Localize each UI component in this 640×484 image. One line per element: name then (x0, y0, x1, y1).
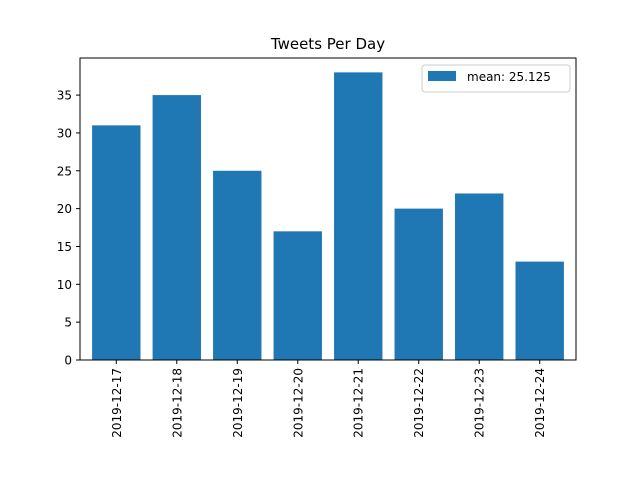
y-tick-label: 10 (57, 278, 72, 292)
legend-label: mean: 25.125 (467, 70, 551, 84)
legend-box (421, 64, 571, 93)
x-tick-label: 2019-12-24 (533, 368, 547, 438)
y-tick-label: 30 (57, 126, 72, 140)
bar-2019-12-21 (334, 72, 383, 360)
y-tick-label: 20 (57, 202, 72, 216)
legend: mean: 25.125 (421, 64, 571, 93)
y-tick-label: 0 (64, 354, 72, 368)
x-tick-label: 2019-12-20 (291, 368, 305, 438)
bar-2019-12-20 (273, 231, 322, 360)
y-tick-label: 25 (57, 164, 72, 178)
x-tick-label: 2019-12-23 (473, 368, 487, 438)
bar-2019-12-22 (394, 208, 443, 360)
plot-frame (79, 57, 577, 361)
x-axis: 2019-12-17 2019-12-18 2019-12-19 2019-12-20… (110, 360, 547, 438)
x-tick-label: 2019-12-22 (412, 368, 426, 438)
x-tick-label: 2019-12-18 (170, 368, 184, 438)
bar-2019-12-18 (152, 95, 201, 360)
x-tick-label: 2019-12-19 (231, 368, 245, 438)
x-tick-label: 2019-12-21 (352, 368, 366, 438)
y-tick-label: 15 (57, 240, 72, 254)
y-axis: 0 5 10 15 20 25 30 35 (57, 89, 80, 368)
chart-title: Tweets Per Day (270, 35, 385, 53)
bar-2019-12-23 (455, 193, 504, 360)
bar-2019-12-24 (515, 261, 564, 360)
y-tick-label: 35 (57, 89, 72, 103)
legend-swatch (428, 71, 456, 81)
bar-2019-12-17 (92, 125, 141, 360)
bar-2019-12-19 (213, 170, 262, 360)
x-tick-label: 2019-12-17 (110, 368, 124, 438)
bars-layer (92, 72, 564, 360)
y-tick-label: 5 (64, 316, 72, 330)
